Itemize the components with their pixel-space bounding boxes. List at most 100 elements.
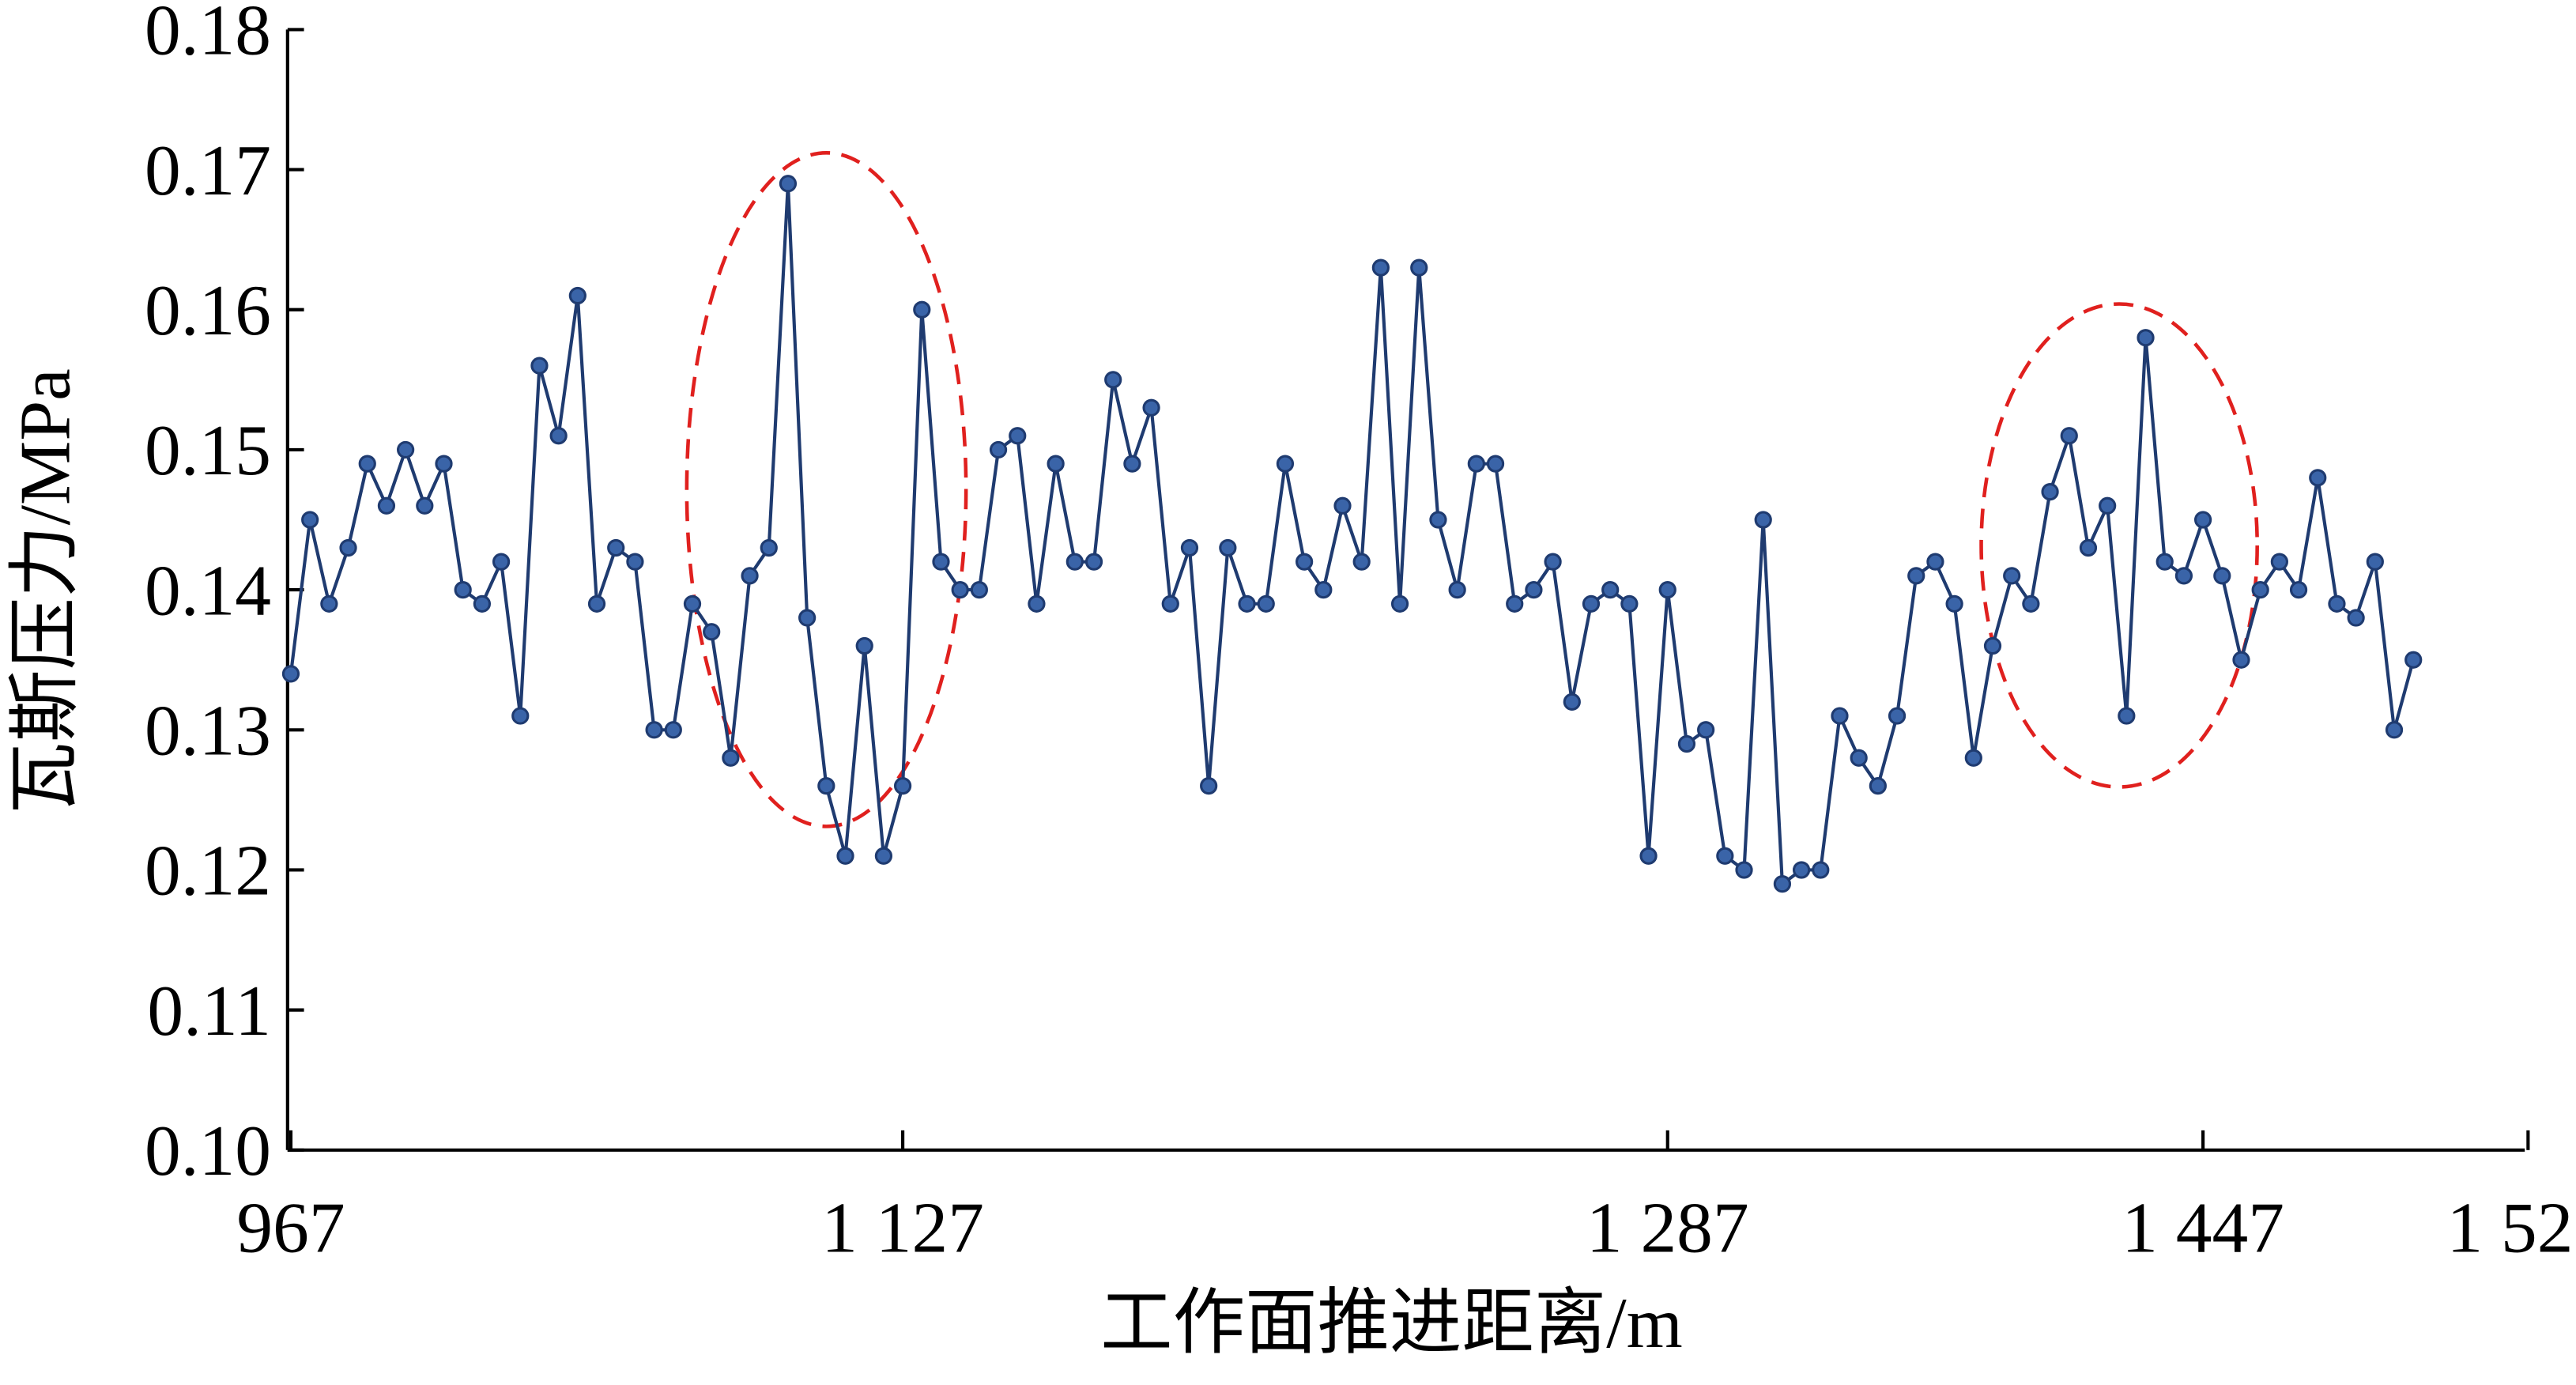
data-point	[2174, 567, 2193, 585]
data-point	[1716, 847, 1734, 865]
data-point	[607, 538, 625, 557]
data-point	[1161, 594, 1179, 613]
data-point	[1142, 398, 1160, 417]
data-point	[492, 553, 511, 571]
data-point	[320, 594, 338, 613]
data-point	[703, 623, 721, 641]
data-point	[2385, 721, 2404, 739]
data-point	[2232, 651, 2250, 669]
data-point	[1525, 580, 1543, 599]
data-point	[416, 496, 434, 515]
data-point	[568, 286, 586, 305]
data-point	[1333, 496, 1352, 515]
data-point	[397, 440, 415, 459]
data-point	[1028, 594, 1046, 613]
data-point	[1983, 636, 2002, 655]
data-point	[760, 538, 778, 557]
data-point	[1200, 777, 1218, 795]
data-point	[1410, 259, 1428, 277]
data-point	[1009, 427, 1027, 445]
data-point	[2251, 580, 2269, 599]
data-point	[1754, 511, 1772, 529]
data-point	[530, 357, 549, 375]
y-tick-label: 0.13	[145, 690, 271, 770]
data-point	[2193, 511, 2212, 529]
data-point	[1677, 734, 1696, 753]
data-point	[1123, 455, 1141, 473]
data-point	[626, 553, 644, 571]
data-point	[435, 455, 453, 473]
data-point	[1869, 777, 1887, 795]
data-point	[1792, 861, 1811, 879]
data-point	[1945, 594, 1963, 613]
data-point	[281, 665, 300, 683]
data-point	[549, 427, 568, 445]
data-point	[358, 455, 376, 473]
data-point	[454, 580, 472, 599]
data-point	[2137, 329, 2155, 347]
data-point	[1620, 594, 1639, 613]
data-point	[1276, 455, 1295, 473]
data-point	[2347, 609, 2365, 627]
data-point	[1371, 259, 1390, 277]
data-point	[913, 300, 931, 319]
data-point	[2041, 482, 2059, 501]
data-point	[2099, 496, 2117, 515]
data-point	[1486, 455, 1505, 473]
data-point	[1697, 721, 1715, 739]
data-point	[1295, 553, 1314, 571]
y-tick-label: 0.16	[145, 270, 271, 350]
series-line	[289, 183, 2416, 888]
data-point	[1104, 371, 1122, 389]
data-point	[1850, 749, 1868, 767]
data-point	[2309, 469, 2327, 487]
data-point	[1544, 553, 1562, 571]
x-tick-label: 1 287	[1586, 1188, 1749, 1268]
data-point	[1639, 847, 1658, 865]
data-point	[2213, 567, 2231, 585]
data-point	[1047, 455, 1065, 473]
data-point	[817, 777, 835, 795]
y-tick-label: 0.14	[145, 550, 271, 630]
data-point	[874, 847, 893, 865]
data-point	[1429, 511, 1447, 529]
data-point	[741, 567, 759, 585]
data-point	[2328, 594, 2346, 613]
data-point	[1065, 553, 1084, 571]
data-point	[2118, 707, 2136, 725]
data-point	[511, 707, 530, 725]
data-point	[2022, 594, 2040, 613]
data-point	[1467, 455, 1485, 473]
data-point	[1888, 707, 1907, 725]
y-tick-label: 0.11	[147, 971, 271, 1051]
data-point	[473, 594, 492, 613]
data-point	[2155, 553, 2174, 571]
data-point	[339, 538, 357, 557]
y-axis-label: 瓦斯压力/MPa	[5, 368, 85, 814]
data-point	[1812, 861, 1830, 879]
data-point	[2079, 538, 2098, 557]
data-point	[893, 777, 912, 795]
data-point	[2366, 553, 2384, 571]
data-point	[2003, 567, 2021, 585]
data-point	[1390, 594, 1409, 613]
data-point	[1926, 553, 1944, 571]
data-point	[779, 175, 798, 193]
data-point	[1964, 749, 1982, 767]
data-point	[301, 511, 319, 529]
data-point	[2060, 427, 2078, 445]
data-point	[1907, 567, 1925, 585]
data-point	[1506, 594, 1524, 613]
x-tick-label: 967	[236, 1188, 345, 1268]
x-tick-label: 1 127	[821, 1188, 984, 1268]
data-point	[1257, 594, 1275, 613]
data-point	[1735, 861, 1753, 879]
data-point	[1238, 594, 1256, 613]
data-point	[1352, 553, 1371, 571]
data-point	[1084, 553, 1103, 571]
data-point	[2289, 580, 2308, 599]
data-point	[1658, 580, 1676, 599]
data-point	[798, 609, 817, 627]
